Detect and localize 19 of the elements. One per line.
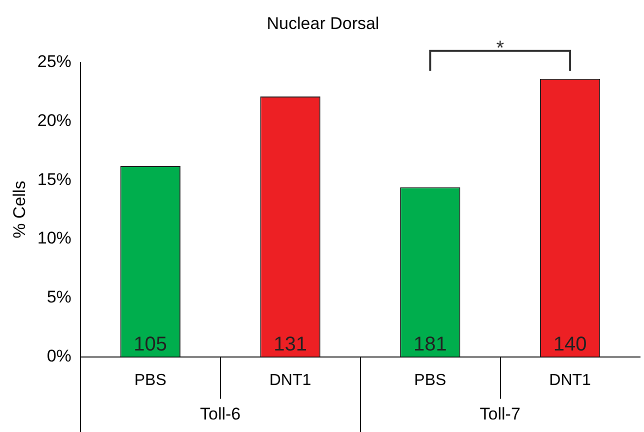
x-tick-label: PBS <box>414 372 446 389</box>
annotation: 105 <box>134 333 168 356</box>
y-tick-label: 20% <box>37 110 72 130</box>
x-tick-label: DNT1 <box>549 372 592 389</box>
x-tick-label: PBS <box>134 372 166 389</box>
y-axis-title: % Cells <box>10 180 29 238</box>
annotation: 131 <box>274 333 307 356</box>
annotation: 181 <box>413 333 447 356</box>
chart-title: Nuclear Dorsal <box>266 14 380 33</box>
y-tick-label: 0% <box>46 346 72 366</box>
x-tick-label: DNT1 <box>269 372 312 389</box>
y-tick-label: 5% <box>46 288 72 307</box>
annotation: 140 <box>553 333 587 356</box>
text: Toll-6 <box>200 404 241 424</box>
y-tick-label: 10% <box>37 228 72 248</box>
text: * <box>496 37 504 60</box>
y-tick-label: 25% <box>37 52 72 72</box>
y-tick-label: 15% <box>37 170 72 189</box>
text: Toll-7 <box>480 404 520 424</box>
